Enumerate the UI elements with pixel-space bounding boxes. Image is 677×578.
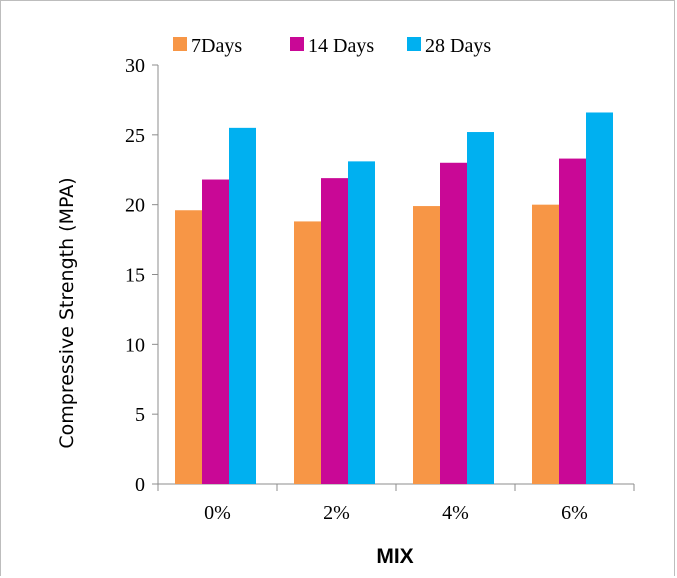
x-axis-label: MIX xyxy=(376,545,413,568)
bar xyxy=(413,206,440,484)
bar xyxy=(467,132,494,485)
bar xyxy=(559,158,586,484)
x-tick-label: 6% xyxy=(561,502,588,524)
x-tick-label: 0% xyxy=(204,502,231,524)
bar xyxy=(532,204,559,484)
y-tick-label: 5 xyxy=(135,404,145,426)
y-axis-label: Compressive Strength (MPA) xyxy=(56,177,78,448)
bars xyxy=(175,112,613,485)
legend-label: 7Days xyxy=(191,35,242,57)
legend-label: 28 Days xyxy=(425,35,491,57)
legend: 7Days 14 Days 28 Days xyxy=(173,35,491,57)
bar xyxy=(321,178,348,484)
bar xyxy=(440,162,467,484)
bar xyxy=(294,221,321,484)
bar xyxy=(202,179,229,484)
legend-swatch xyxy=(290,37,304,51)
bar xyxy=(586,112,613,484)
legend-swatch xyxy=(407,37,421,51)
y-tick-label: 25 xyxy=(125,125,145,147)
y-tick-label: 30 xyxy=(125,55,145,77)
legend-swatch xyxy=(173,37,187,51)
bar xyxy=(175,210,202,484)
x-axis: 0% 2% 4% 6% xyxy=(157,483,635,524)
y-tick-label: 10 xyxy=(125,334,145,356)
y-axis: 0 5 10 15 20 25 30 xyxy=(125,55,159,496)
bar xyxy=(229,127,256,484)
bar xyxy=(348,161,375,484)
x-tick-label: 2% xyxy=(323,502,350,524)
y-tick-label: 15 xyxy=(125,265,145,287)
y-tick-label: 0 xyxy=(135,474,145,496)
y-tick-label: 20 xyxy=(125,195,145,217)
legend-label: 14 Days xyxy=(308,35,374,57)
x-tick-label: 4% xyxy=(442,502,469,524)
